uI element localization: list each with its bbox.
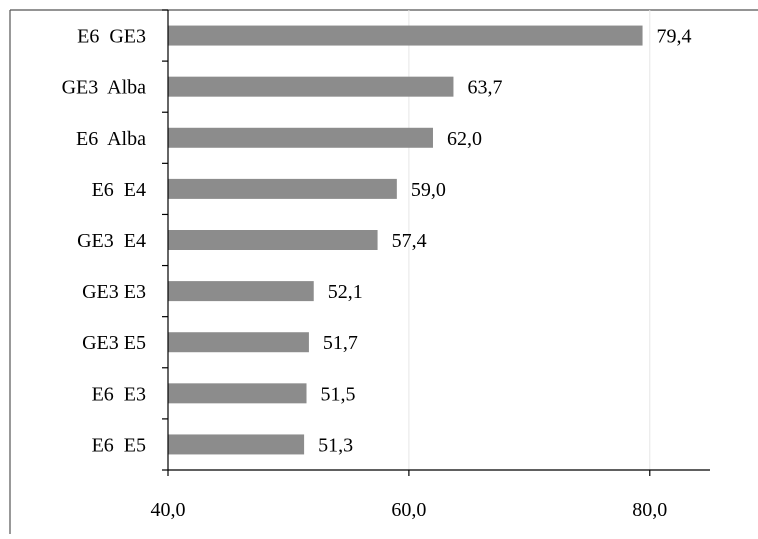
category-label: GE3 E5 [82,332,146,354]
bar [168,230,378,250]
x-tick-label: 60,0 [391,499,426,521]
data-label: 51,5 [321,383,356,405]
chart-frame [9,9,758,534]
bar [168,178,397,199]
bar [168,127,433,148]
data-label: 52,1 [328,281,363,303]
bar [168,76,454,97]
category-label: E6 Alba [76,128,146,150]
category-label: GE3 Alba [62,77,147,99]
data-label: 57,4 [392,230,427,252]
data-label: 63,7 [467,77,502,99]
category-label: GE3 E3 [82,281,146,303]
bars [168,25,643,455]
data-label: 79,4 [657,26,692,48]
category-label: E6 E5 [92,434,146,456]
labels: 79,4 E6 GE3 63,7 GE3 Alba 62,0 E6 Alba 59,0 E6 … [62,26,692,521]
data-label: 51,7 [323,332,358,354]
x-tick-label: 40,0 [151,499,186,521]
bar [168,25,643,46]
bar [168,434,305,455]
data-label: 51,3 [318,434,353,456]
category-label: GE3 E4 [77,230,146,252]
category-label: E6 E3 [92,383,146,405]
bar [168,332,309,353]
data-label: 62,0 [447,128,482,150]
category-label: E6 E4 [92,179,146,201]
bar [168,281,314,302]
bar [168,383,307,404]
x-tick-label: 80,0 [632,499,667,521]
category-label: E6 GE3 [77,26,146,48]
axes [162,9,710,476]
data-label: 59,0 [411,179,446,201]
